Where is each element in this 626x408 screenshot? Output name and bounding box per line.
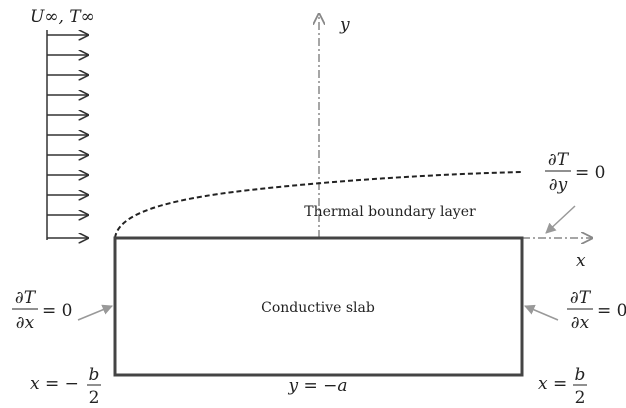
top-condition: ∂T ∂y = 0	[545, 150, 605, 195]
left-edge-label: x = − b 2	[30, 365, 101, 408]
inflow-arrows	[46, 30, 88, 240]
rhs: = 0	[597, 301, 626, 321]
denominator: 2	[89, 388, 100, 408]
lhs: x =	[538, 374, 567, 394]
left-condition: ∂T ∂x = 0	[12, 288, 72, 333]
boundary-layer-label: Thermal boundary layer	[304, 204, 476, 220]
rhs: = 0	[42, 301, 72, 321]
pointer	[77, 304, 113, 321]
pointer	[524, 304, 559, 321]
numerator: ∂T	[548, 150, 570, 170]
right-condition: ∂T ∂x = 0	[567, 288, 626, 333]
denominator: ∂x	[571, 313, 590, 333]
slab	[113, 236, 524, 377]
flow-label: U∞, T∞	[30, 7, 95, 27]
bottom-edge-label: y = −a	[287, 376, 347, 396]
numerator: ∂T	[570, 288, 592, 308]
denominator: ∂y	[549, 175, 568, 195]
denominator: ∂x	[16, 313, 35, 333]
denominator: 2	[575, 388, 586, 408]
x-axis-label: x	[576, 251, 586, 271]
right-edge-label: x = b 2	[538, 365, 587, 408]
pointer	[545, 205, 576, 234]
numerator: b	[575, 365, 586, 385]
numerator: ∂T	[15, 288, 37, 308]
numerator: b	[89, 365, 100, 385]
rhs: = 0	[575, 163, 605, 183]
slab-label: Conductive slab	[261, 300, 375, 316]
y-axis-label: y	[339, 15, 350, 35]
lhs: x = −	[30, 374, 79, 394]
